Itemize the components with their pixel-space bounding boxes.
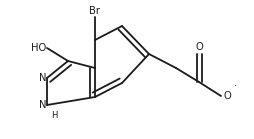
- Text: Br: Br: [89, 6, 101, 16]
- Text: O: O: [195, 42, 203, 52]
- Text: N: N: [39, 73, 46, 83]
- Text: H: H: [51, 111, 57, 120]
- Text: HO: HO: [31, 43, 46, 53]
- Text: O: O: [223, 91, 231, 101]
- Text: N: N: [39, 100, 46, 110]
- Text: ·: ·: [234, 81, 237, 91]
